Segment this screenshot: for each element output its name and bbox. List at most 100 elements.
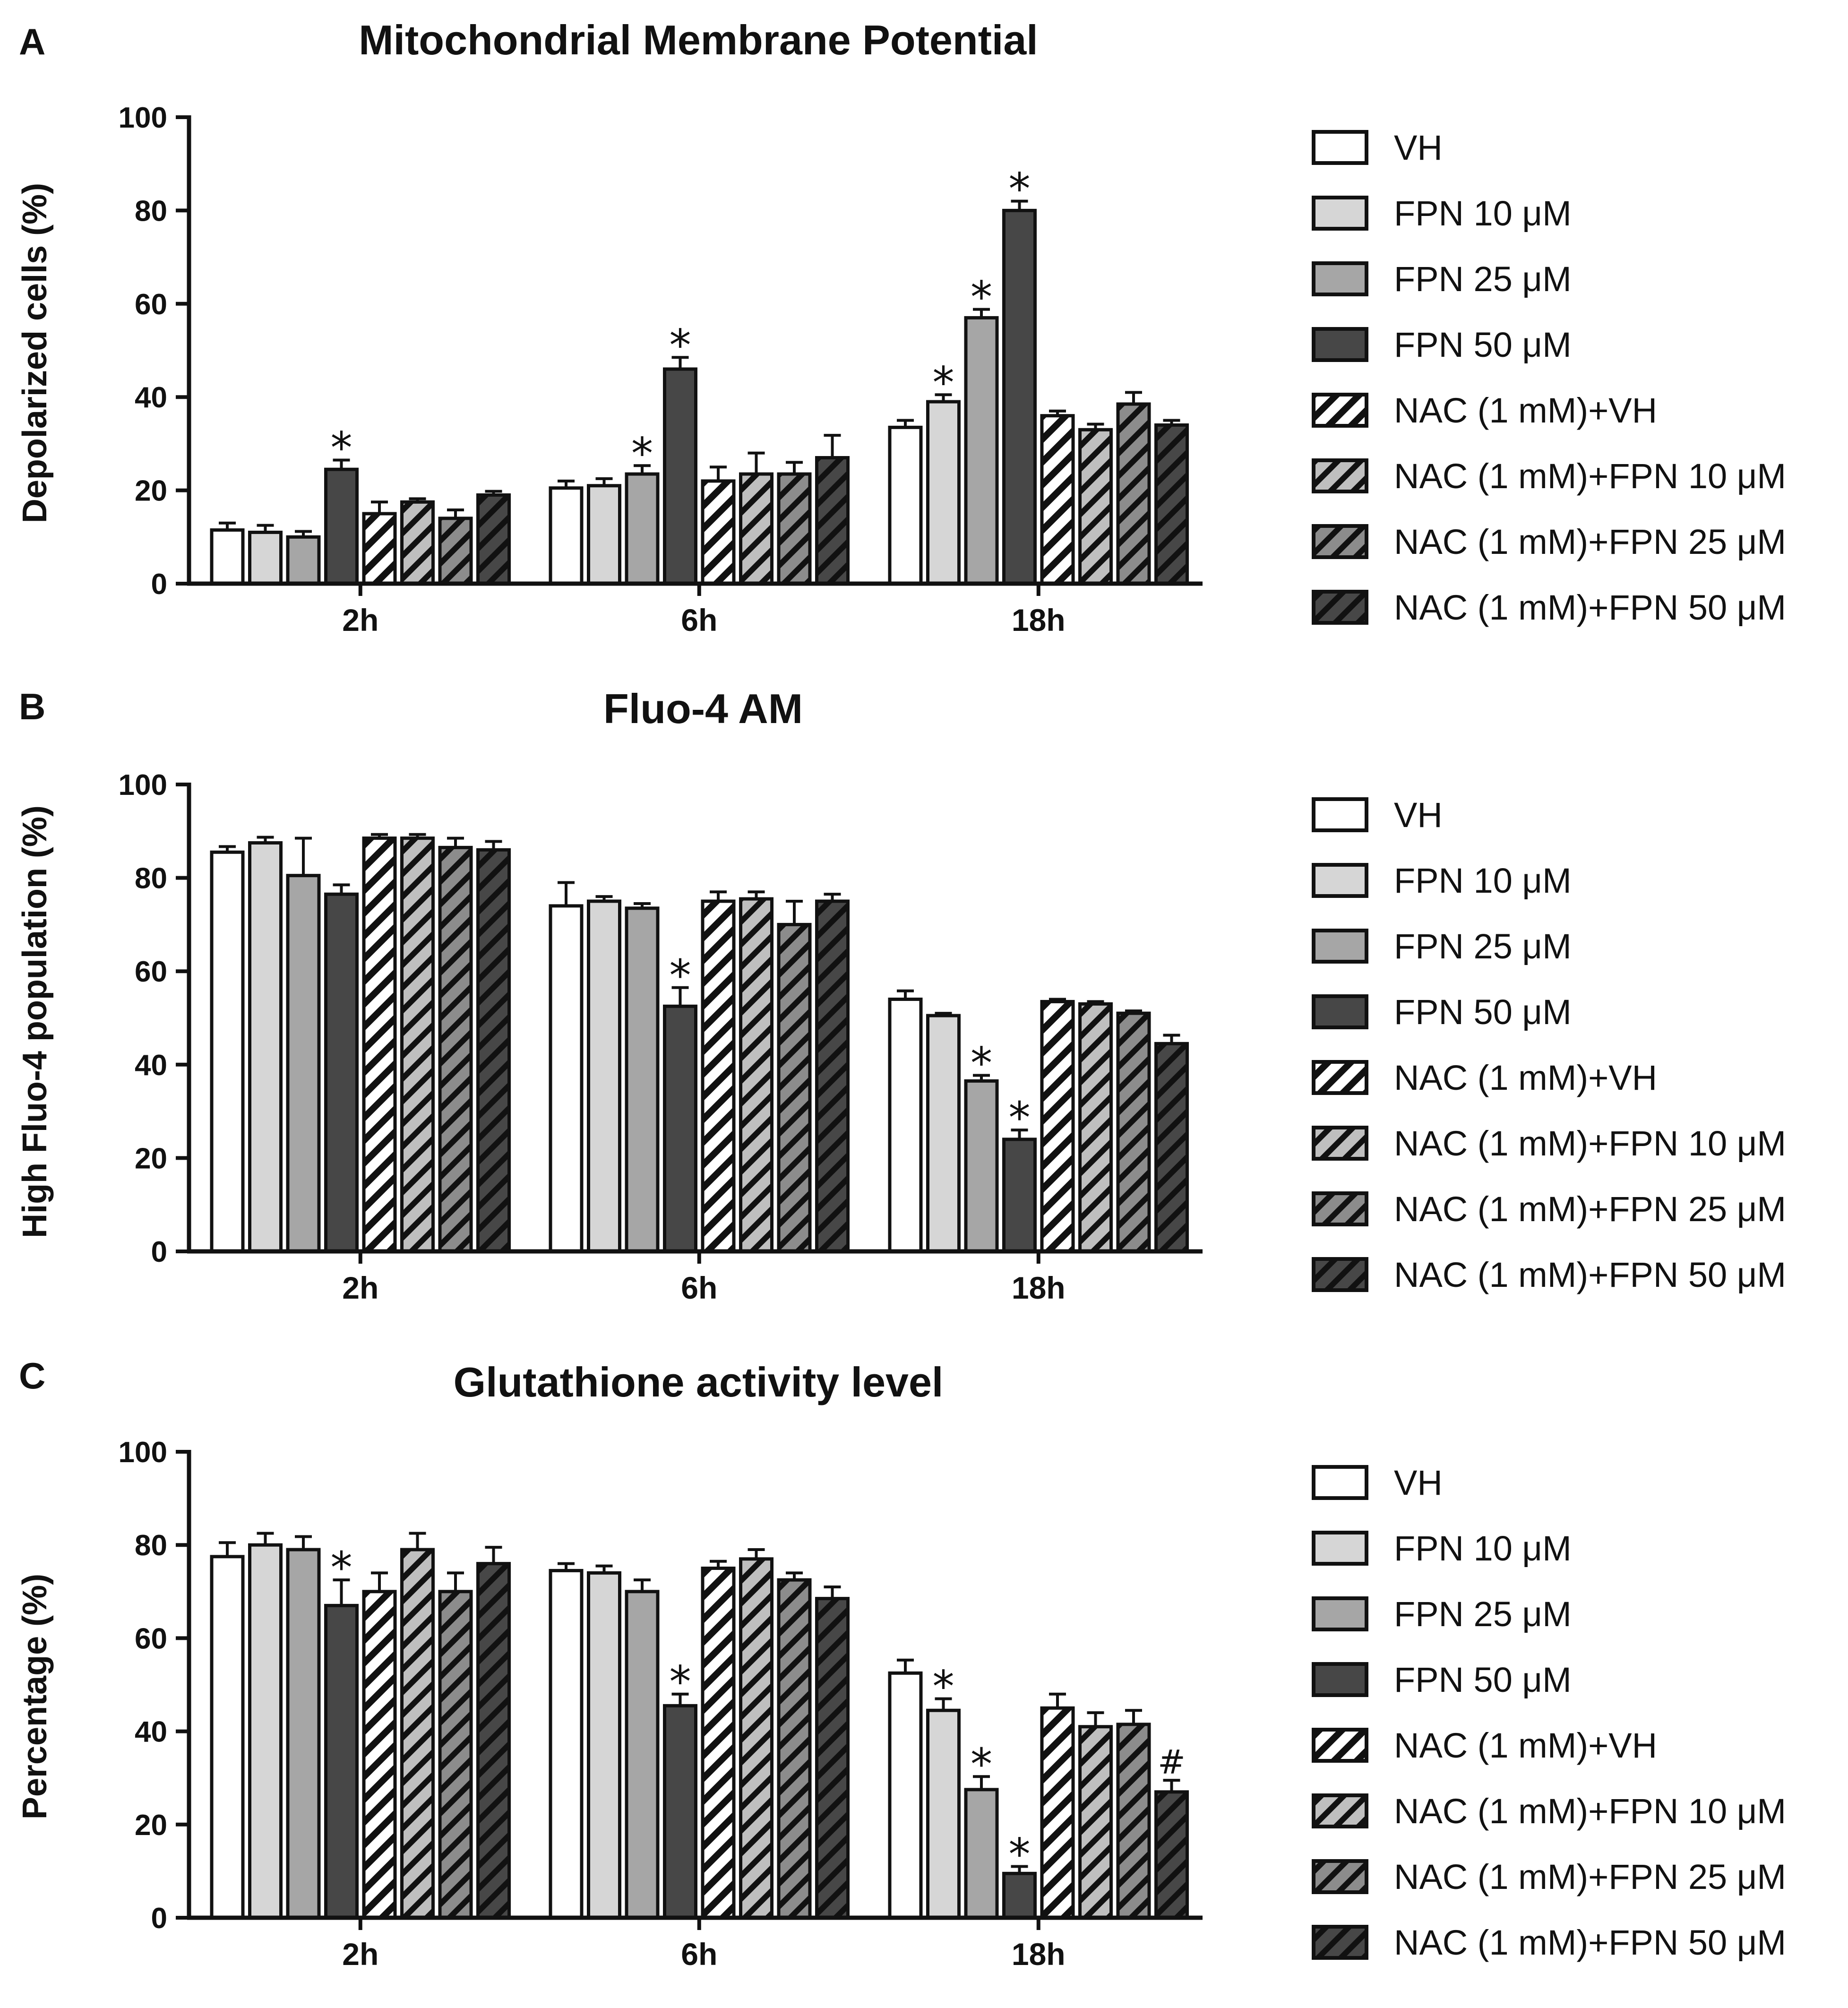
bar: [1002, 1871, 1037, 1920]
bar: [815, 899, 850, 1253]
legend-swatch: [1312, 797, 1368, 832]
bar: [815, 456, 850, 586]
bar: [701, 899, 736, 1253]
bar: [476, 1562, 511, 1920]
bar: [1154, 423, 1189, 586]
panel-letter-c: C: [19, 1355, 45, 1396]
legend-label: FPN 25 μM: [1394, 927, 1572, 966]
legend-label: FPN 10 μM: [1394, 1529, 1572, 1568]
bar: [815, 1597, 850, 1920]
legend-swatch: [1312, 1793, 1368, 1828]
legend-label: NAC (1 mM)+FPN 25 μM: [1394, 1189, 1786, 1229]
bar: [1116, 1011, 1151, 1253]
bar: [324, 1603, 359, 1920]
y-tick-label: 80: [135, 1529, 167, 1562]
x-tick-label: 2h: [342, 1270, 378, 1305]
y-tick-label: 0: [151, 568, 167, 601]
significance-mark: *: [631, 428, 653, 479]
significance-mark: *: [933, 1662, 954, 1712]
legend-label: VH: [1394, 128, 1443, 167]
bar: [663, 367, 697, 586]
legend-label: NAC (1 mM)+FPN 10 μM: [1394, 1124, 1786, 1163]
chart-title-b: Fluo-4 AM: [603, 685, 803, 732]
legend-swatch: [1312, 1465, 1368, 1500]
legend-swatch: [1312, 1859, 1368, 1894]
legend-label: FPN 25 μM: [1394, 259, 1572, 299]
bar: [1154, 1790, 1189, 1920]
bar: [248, 530, 283, 586]
significance-mark: *: [331, 1543, 352, 1593]
plot-area-c: * * * * * #0 20 40 60 80 100 2h 6h 18h: [119, 1436, 1203, 1972]
bar: [1040, 414, 1075, 586]
y-tick-label: 100: [119, 769, 167, 801]
legend-swatch: [1312, 1191, 1368, 1226]
bar: [1078, 1725, 1113, 1920]
bar: [476, 493, 511, 586]
y-axis-label-b: High Fluo-4 population (%): [16, 805, 54, 1238]
bar: [926, 400, 961, 586]
x-tick-label: 2h: [342, 1937, 378, 1972]
significance-mark: #: [1158, 1743, 1186, 1782]
y-axis-label-c: Percentage (%): [16, 1574, 54, 1819]
bar: [1002, 1138, 1037, 1253]
bar: [248, 1543, 283, 1920]
bar: [1078, 1002, 1113, 1253]
y-tick-label: 60: [135, 288, 167, 321]
significance-mark: *: [933, 357, 954, 408]
legend-swatch: [1312, 929, 1368, 964]
panel-c: C Glutathione activity level Percentage …: [16, 1355, 1786, 1972]
bar: [210, 528, 245, 586]
legend-label: NAC (1 mM)+FPN 50 μM: [1394, 588, 1786, 627]
bar: [549, 904, 584, 1253]
bar: [1078, 428, 1113, 586]
legend-swatch: [1312, 1531, 1368, 1566]
significance-mark: *: [670, 950, 691, 1001]
y-tick-label: 80: [135, 862, 167, 895]
panel-letter-b: B: [19, 686, 45, 727]
bar: [400, 500, 435, 586]
bar: [210, 1555, 245, 1920]
legend-label: FPN 25 μM: [1394, 1594, 1572, 1634]
x-tick-label: 6h: [681, 1937, 717, 1972]
bar: [1040, 1000, 1075, 1253]
bar: [587, 1571, 621, 1920]
legend-swatch: [1312, 261, 1368, 296]
legend-label: NAC (1 mM)+FPN 10 μM: [1394, 457, 1786, 496]
x-tick-label: 18h: [1012, 1937, 1066, 1972]
x-tick-label: 18h: [1012, 1270, 1066, 1305]
bar: [210, 850, 245, 1253]
bar: [400, 1548, 435, 1920]
bar: [286, 535, 321, 586]
bar: [625, 472, 660, 586]
bar: [248, 841, 283, 1253]
legend-swatch: [1312, 1728, 1368, 1763]
bar: [286, 1548, 321, 1920]
legend-swatch: [1312, 1925, 1368, 1960]
bar: [476, 848, 511, 1253]
legend-label: NAC (1 mM)+FPN 25 μM: [1394, 1857, 1786, 1896]
significance-mark: *: [1009, 1093, 1031, 1143]
y-tick-label: 60: [135, 1622, 167, 1655]
y-tick-label: 40: [135, 1716, 167, 1749]
bar: [1040, 1706, 1075, 1920]
legend-label: FPN 50 μM: [1394, 325, 1572, 364]
significance-mark: *: [1009, 1829, 1031, 1880]
legend-c: VH FPN 10 μM FPN 25 μM FPN 50 μM NAC (1 mM)+…: [1312, 1463, 1786, 1962]
legend-label: FPN 10 μM: [1394, 194, 1572, 233]
panel-b: B Fluo-4 AM High Fluo-4 population (%) *…: [16, 685, 1786, 1305]
bar: [438, 845, 473, 1253]
bar: [1116, 402, 1151, 586]
legend-label: NAC (1 mM)+FPN 50 μM: [1394, 1923, 1786, 1962]
bar: [286, 874, 321, 1253]
bar: [438, 1590, 473, 1920]
legend-swatch: [1312, 130, 1368, 165]
x-tick-label: 18h: [1012, 603, 1066, 638]
significance-mark: *: [1009, 164, 1031, 215]
legend-b: VH FPN 10 μM FPN 25 μM FPN 50 μM NAC (1 mM)+…: [1312, 795, 1786, 1294]
significance-mark: *: [971, 1038, 992, 1089]
y-tick-label: 60: [135, 956, 167, 988]
legend-label: NAC (1 mM)+FPN 50 μM: [1394, 1255, 1786, 1294]
legend-label: NAC (1 mM)+VH: [1394, 1726, 1657, 1765]
bar: [701, 1567, 736, 1920]
y-tick-label: 40: [135, 1049, 167, 1082]
